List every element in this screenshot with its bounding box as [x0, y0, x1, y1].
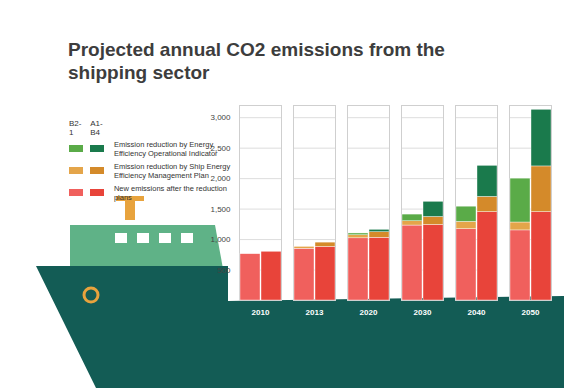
svg-text:2013: 2013 — [306, 308, 324, 317]
svg-text:500: 500 — [217, 266, 231, 275]
svg-text:2,500: 2,500 — [210, 144, 231, 153]
svg-text:1,000: 1,000 — [210, 235, 231, 244]
svg-text:2030: 2030 — [414, 308, 432, 317]
svg-text:2010: 2010 — [252, 308, 270, 317]
svg-text:2,000: 2,000 — [210, 174, 231, 183]
svg-text:2040: 2040 — [468, 308, 486, 317]
svg-text:3,000: 3,000 — [210, 113, 231, 122]
svg-text:1,500: 1,500 — [210, 205, 231, 214]
svg-text:2020: 2020 — [360, 308, 378, 317]
svg-text:2050: 2050 — [522, 308, 540, 317]
